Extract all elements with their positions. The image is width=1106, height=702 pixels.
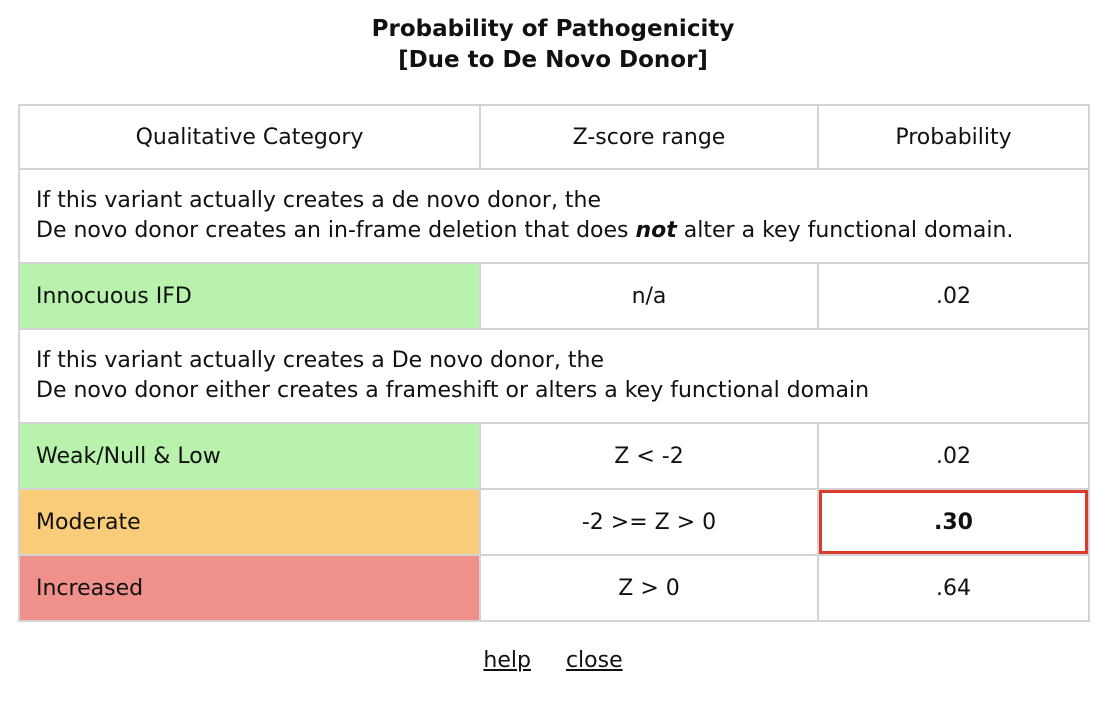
section1-line2-after: alter a key functional domain. — [676, 218, 1014, 243]
table-header-row: Qualitative Category Z-score range Proba… — [18, 104, 1090, 170]
probability-cell-highlighted: .30 — [817, 488, 1090, 556]
table-row: Innocuous IFD n/a .02 — [18, 262, 1090, 330]
probability-cell: .02 — [817, 262, 1090, 330]
zscore-cell: n/a — [479, 262, 819, 330]
zscore-cell: Z > 0 — [479, 554, 819, 622]
table-row: Moderate -2 >= Z > 0 .30 — [18, 488, 1090, 556]
dialog-title: Probability of Pathogenicity [Due to De … — [0, 14, 1106, 76]
zscore-cell: -2 >= Z > 0 — [479, 488, 819, 556]
probability-cell: .02 — [817, 422, 1090, 490]
section-description-frameshift: If this variant actually creates a De no… — [18, 328, 1090, 424]
title-line-2: [Due to De Novo Donor] — [398, 47, 708, 73]
probability-cell: .64 — [817, 554, 1090, 622]
table-row: Increased Z > 0 .64 — [18, 554, 1090, 622]
section-description-row: If this variant actually creates a De no… — [18, 328, 1090, 424]
section-description-inframe: If this variant actually creates a de no… — [18, 168, 1090, 264]
section1-emphasis: not — [635, 218, 677, 243]
category-cell-increased: Increased — [18, 554, 481, 622]
section1-line2-before: De novo donor creates an in-frame deleti… — [36, 218, 636, 243]
probability-table: Qualitative Category Z-score range Proba… — [18, 104, 1090, 622]
section1-line1: If this variant actually creates a de no… — [36, 188, 602, 213]
footer-links: help close — [0, 648, 1106, 673]
category-cell-innocuous: Innocuous IFD — [18, 262, 481, 330]
header-probability: Probability — [817, 104, 1090, 170]
section-description-row: If this variant actually creates a de no… — [18, 168, 1090, 264]
title-line-1: Probability of Pathogenicity — [371, 16, 735, 42]
category-cell-weak-null-low: Weak/Null & Low — [18, 422, 481, 490]
zscore-cell: Z < -2 — [479, 422, 819, 490]
section2-line1: If this variant actually creates a De no… — [36, 348, 605, 373]
help-link[interactable]: help — [483, 648, 531, 673]
close-link[interactable]: close — [565, 648, 623, 673]
table-row: Weak/Null & Low Z < -2 .02 — [18, 422, 1090, 490]
section2-line2: De novo donor either creates a frameshif… — [36, 378, 870, 403]
category-cell-moderate: Moderate — [18, 488, 481, 556]
header-z-score-range: Z-score range — [479, 104, 819, 170]
header-qualitative-category: Qualitative Category — [18, 104, 481, 170]
